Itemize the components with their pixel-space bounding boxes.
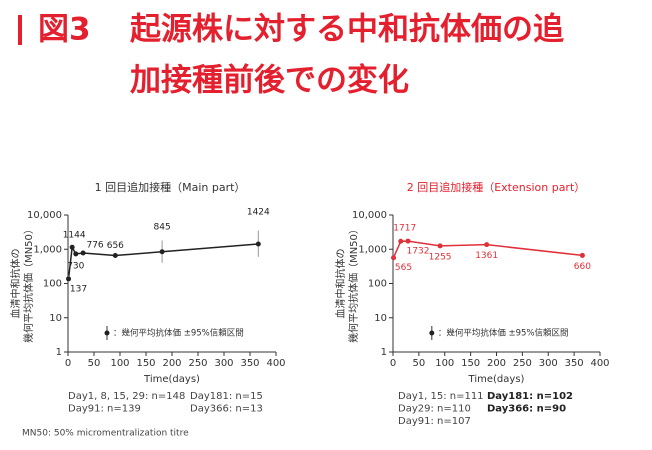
data-label: 776	[86, 241, 103, 251]
point	[579, 252, 585, 258]
data-label: 1732	[407, 247, 430, 257]
sample-size-note: Day29: n=110	[398, 404, 471, 415]
sample-size-note: Day366: n=90	[487, 404, 566, 415]
data-label: 1144	[63, 231, 86, 241]
y-tick-label: 100	[368, 279, 387, 290]
x-tick-label: 150	[461, 358, 480, 369]
point	[66, 276, 72, 282]
data-label: 1717	[393, 224, 416, 234]
sample-size-note: Day181: n=102	[487, 391, 573, 402]
data-label: 1255	[429, 252, 452, 262]
legend-label: ：幾何平均抗体価 ±95%信頼区間	[438, 328, 569, 339]
x-tick-label: 100	[110, 358, 129, 369]
x-axis-label: Time(days)	[143, 374, 200, 385]
series-line	[392, 240, 583, 259]
x-tick-label: 400	[266, 358, 285, 369]
point	[73, 251, 79, 257]
y-tick-label: 100	[43, 279, 62, 290]
legend-marker	[429, 330, 435, 336]
y-axis-label: 幾何平均抗体価（MN50）	[22, 224, 35, 343]
chart-title: 2 回目追加接種（Extension part）	[407, 180, 586, 194]
y-axis-label: 血清中和抗体の	[334, 249, 347, 319]
point	[391, 255, 397, 261]
y-tick-label: 10	[49, 313, 62, 324]
data-label: 656	[107, 241, 124, 251]
sample-size-note: Day181: n=15	[190, 391, 263, 402]
sample-size-note: Day366: n=13	[190, 404, 263, 415]
point	[437, 243, 443, 249]
x-axis-label: Time(days)	[468, 374, 525, 385]
figure-label: 図3	[38, 12, 91, 48]
point	[398, 238, 404, 244]
chart-title: 1 回目追加接種（Main part）	[95, 180, 246, 194]
y-tick-label: 10	[374, 313, 387, 324]
footnote: MN50: 50% micromentralization titre	[22, 429, 189, 439]
y-tick-label: 1,000	[33, 244, 62, 255]
sample-size-note: Day1, 8, 15, 29: n=148	[68, 391, 185, 402]
title-bar	[18, 15, 22, 45]
y-tick-label: 1	[56, 347, 62, 358]
x-tick-label: 50	[88, 358, 101, 369]
sample-size-note: Day1, 15: n=111	[398, 391, 484, 402]
title-line: 加接種前後での変化	[130, 63, 409, 99]
x-tick-label: 250	[188, 358, 207, 369]
x-tick-label: 50	[413, 358, 426, 369]
x-tick-label: 250	[513, 358, 532, 369]
legend-marker	[104, 330, 110, 336]
data-label: 845	[154, 222, 171, 232]
sample-size-note: Day91: n=139	[68, 404, 141, 415]
x-tick-label: 300	[214, 358, 233, 369]
point	[112, 253, 118, 259]
point	[255, 241, 261, 247]
sample-size-note: Day91: n=107	[398, 416, 471, 427]
data-label: 137	[70, 284, 87, 294]
x-tick-label: 200	[162, 358, 181, 369]
x-tick-label: 0	[390, 358, 396, 369]
x-tick-label: 100	[435, 358, 454, 369]
point	[484, 242, 490, 248]
y-axis-label: 幾何平均抗体価（MN50）	[347, 224, 360, 343]
data-label: 660	[574, 262, 591, 272]
point	[80, 250, 86, 256]
x-tick-label: 0	[65, 358, 71, 369]
legend-label: ：幾何平均抗体価 ±95%信頼区間	[113, 328, 244, 339]
x-tick-label: 350	[240, 358, 259, 369]
data-label: 565	[395, 263, 412, 273]
x-tick-label: 400	[590, 358, 609, 369]
data-label: 730	[67, 261, 84, 271]
point	[69, 244, 75, 250]
title-line: 起源株に対する中和抗体価の追	[130, 12, 564, 48]
data-label: 1361	[475, 251, 498, 261]
y-tick-label: 1,000	[358, 244, 387, 255]
y-tick-label: 10,000	[27, 210, 62, 221]
y-tick-label: 1	[381, 347, 387, 358]
y-axis-label: 血清中和抗体の	[9, 249, 22, 319]
point	[159, 249, 165, 255]
y-tick-label: 10,000	[352, 210, 387, 221]
x-tick-label: 300	[539, 358, 558, 369]
x-tick-label: 150	[136, 358, 155, 369]
data-label: 1424	[247, 207, 270, 217]
x-tick-label: 350	[565, 358, 584, 369]
point	[405, 238, 411, 244]
x-tick-label: 200	[487, 358, 506, 369]
